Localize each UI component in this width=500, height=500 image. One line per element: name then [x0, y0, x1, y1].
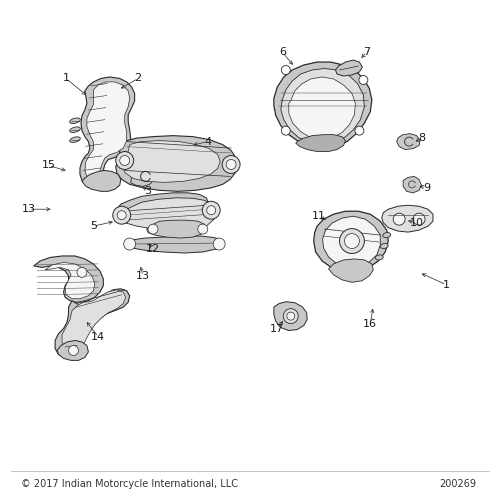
Circle shape: [284, 308, 298, 324]
Polygon shape: [396, 134, 420, 150]
Text: 14: 14: [92, 332, 106, 342]
Polygon shape: [336, 60, 362, 76]
Polygon shape: [130, 166, 156, 186]
Circle shape: [213, 238, 225, 250]
Polygon shape: [62, 290, 126, 350]
Text: 2: 2: [134, 74, 141, 84]
Circle shape: [282, 126, 290, 135]
Polygon shape: [80, 77, 134, 186]
Circle shape: [340, 228, 364, 254]
Polygon shape: [146, 220, 206, 238]
Circle shape: [413, 213, 425, 225]
Circle shape: [113, 206, 130, 224]
Text: © 2017 Indian Motorcycle International, LLC: © 2017 Indian Motorcycle International, …: [22, 478, 238, 488]
Text: 4: 4: [204, 136, 212, 146]
Polygon shape: [274, 62, 372, 148]
Text: 1: 1: [62, 74, 70, 84]
Text: 11: 11: [312, 211, 326, 221]
Circle shape: [148, 224, 158, 234]
Ellipse shape: [70, 137, 80, 142]
Polygon shape: [122, 140, 220, 182]
Polygon shape: [116, 136, 238, 192]
Polygon shape: [118, 198, 216, 231]
Text: 10: 10: [410, 218, 424, 228]
Polygon shape: [34, 256, 103, 302]
Text: 7: 7: [364, 47, 370, 57]
Circle shape: [282, 66, 290, 74]
Text: 8: 8: [418, 133, 425, 143]
Text: 16: 16: [364, 318, 378, 328]
Circle shape: [393, 213, 405, 225]
Text: 6: 6: [279, 47, 286, 57]
Circle shape: [68, 346, 78, 356]
Polygon shape: [322, 216, 380, 267]
Text: 12: 12: [146, 244, 160, 254]
Text: 15: 15: [42, 160, 56, 170]
Polygon shape: [55, 289, 130, 357]
Polygon shape: [45, 262, 95, 298]
Text: 9: 9: [423, 183, 430, 193]
Polygon shape: [382, 205, 433, 232]
Polygon shape: [274, 302, 307, 330]
Circle shape: [124, 238, 136, 250]
Circle shape: [222, 156, 240, 174]
Polygon shape: [124, 236, 224, 253]
Circle shape: [344, 234, 360, 248]
Text: 13: 13: [136, 271, 150, 281]
Polygon shape: [296, 134, 346, 152]
Text: 17: 17: [270, 324, 284, 334]
Circle shape: [359, 76, 368, 84]
Circle shape: [355, 126, 364, 135]
Ellipse shape: [380, 244, 388, 248]
Polygon shape: [82, 170, 120, 192]
Circle shape: [198, 224, 207, 234]
Circle shape: [120, 156, 130, 166]
Ellipse shape: [70, 118, 80, 124]
Polygon shape: [85, 82, 130, 178]
Polygon shape: [314, 211, 388, 271]
Polygon shape: [281, 68, 364, 144]
Circle shape: [77, 268, 87, 278]
Polygon shape: [289, 77, 356, 140]
Text: 200269: 200269: [439, 478, 476, 488]
Ellipse shape: [376, 255, 383, 260]
Circle shape: [287, 312, 295, 320]
Ellipse shape: [70, 127, 80, 132]
Polygon shape: [57, 340, 88, 360]
Circle shape: [206, 206, 216, 214]
Circle shape: [202, 202, 220, 219]
Ellipse shape: [383, 232, 390, 237]
Text: 1: 1: [443, 280, 450, 290]
Circle shape: [226, 160, 236, 170]
Polygon shape: [116, 193, 209, 218]
Polygon shape: [403, 176, 421, 193]
Circle shape: [116, 152, 134, 170]
Text: 3: 3: [144, 186, 152, 196]
Text: 5: 5: [90, 221, 97, 231]
Text: 13: 13: [22, 204, 36, 214]
Circle shape: [117, 210, 126, 220]
Polygon shape: [328, 259, 374, 282]
